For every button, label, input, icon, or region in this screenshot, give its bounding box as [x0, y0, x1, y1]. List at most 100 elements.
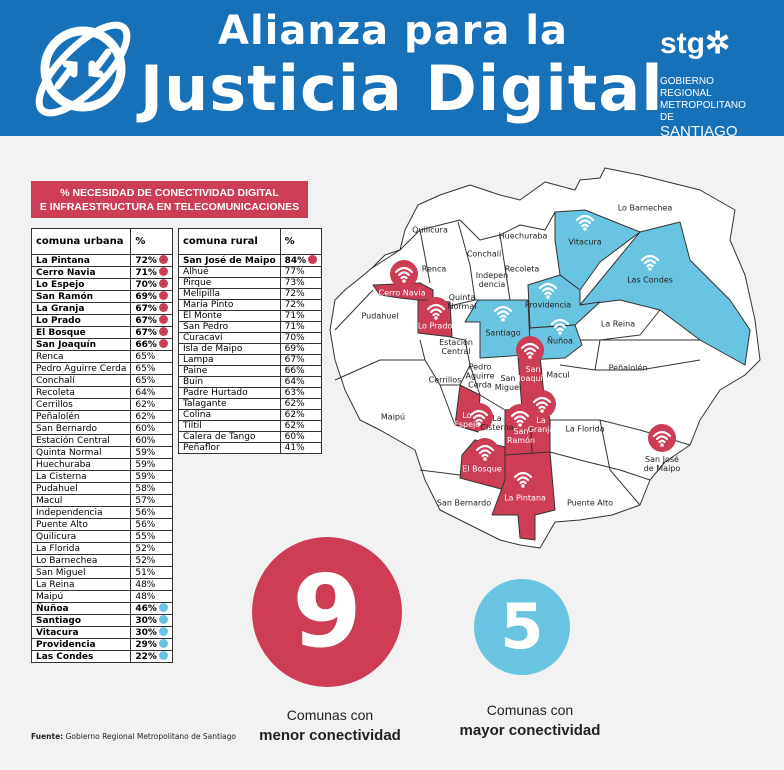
wifi-icon [469, 409, 489, 426]
map-label-huechuraba: Huechuraba [498, 231, 548, 241]
wifi-pin-icon [471, 438, 499, 466]
percentage: 77% [279, 266, 323, 278]
wifi-icon [520, 342, 540, 359]
map-label-lo-barnechea: Lo Barnechea [617, 203, 673, 213]
wifi-pin-icon [516, 336, 544, 364]
map-label-pudahuel: Pudahuel [361, 311, 399, 321]
percentage-value: 65% [135, 363, 156, 374]
map-label-nunoa: Ñuñoa [547, 336, 573, 346]
low-caption-line-1: Comunas con [286, 707, 374, 723]
percentage: 41% [279, 442, 323, 454]
percentage-value: 67% [284, 355, 305, 365]
wifi-pin-icon [534, 276, 562, 304]
wifi-pin-icon [528, 390, 556, 418]
percentage-value: 59% [135, 459, 156, 470]
source-text: Gobierno Regional Metropolitano de Santi… [63, 732, 236, 741]
percentage-value: 41% [284, 443, 305, 453]
low-caption-line-2: menor conectividad [259, 727, 401, 744]
map-label-la-granja: La Granja [527, 416, 555, 434]
map-label-santiago: Santiago [485, 328, 521, 338]
map-label-lo-prado: Lo Prado [417, 321, 453, 331]
percentage-value: 60% [135, 423, 156, 434]
map-label-estacion-central: Estación Central [439, 338, 473, 356]
table-row: San Ramón 69% [30, 290, 173, 303]
wifi-pin-icon [648, 424, 676, 452]
wifi-icon [394, 266, 414, 283]
status-dot-icon [158, 267, 168, 276]
percentage-value: 70% [135, 280, 157, 290]
map-label-san-joaquin: San Joaquín [518, 365, 548, 383]
low-connectivity-caption: Comunas con menor conectividad [250, 705, 410, 746]
percentage-value: 57% [135, 495, 156, 506]
map-label-cerrillos: Cerrillos [428, 375, 462, 385]
table-row: Vitacura 30% [30, 626, 173, 639]
logo-line-3: SANTIAGO [660, 123, 738, 140]
source-note: Fuente: Gobierno Regional Metropolitano … [31, 732, 236, 741]
wifi-pin-icon [636, 248, 664, 276]
map-label-la-reina: La Reina [600, 319, 636, 329]
percentage-value: 65% [135, 375, 156, 386]
percentage-value: 58% [135, 483, 156, 494]
percentage-value: 56% [135, 519, 156, 530]
table-row: Cerrillos 62% [30, 398, 173, 411]
percentage-value: 60% [284, 432, 305, 442]
map-label-penalolen: Peñalolén [608, 363, 648, 373]
table-row: Estación Central 60% [30, 434, 173, 447]
wifi-pin-icon [571, 208, 599, 236]
table-row: San José de Maipo 84% [178, 254, 323, 267]
wifi-icon [652, 430, 672, 447]
wifi-icon [532, 396, 552, 413]
map-label-cerro-navia: Cerro Navia [378, 288, 426, 298]
map-label-la-pintana: La Pintana [504, 493, 546, 503]
wifi-icon [575, 214, 595, 231]
logo-line-1: GOBIERNO REGIONAL [660, 76, 714, 99]
percentage-value: 48% [135, 591, 156, 602]
table-row: Melipilla 72% [178, 288, 323, 300]
map-label-vitacura: Vitacura [568, 237, 602, 247]
percentage-value: 67% [135, 316, 157, 326]
percentage-value: 64% [135, 387, 156, 398]
map-label-el-bosque: El Bosque [462, 464, 502, 474]
percentage-value: 64% [284, 377, 305, 387]
table-row: Lo Prado 67% [30, 314, 173, 327]
percentage-value: 62% [284, 421, 305, 431]
percentage-value: 60% [135, 435, 156, 446]
percentage-value: 66% [135, 340, 157, 350]
wifi-icon [510, 410, 530, 427]
wifi-icon [493, 305, 513, 322]
table-row: La Granja 67% [30, 302, 173, 315]
percentage-value: 52% [135, 543, 156, 554]
percentage-value: 65% [135, 351, 156, 362]
status-dot-icon [308, 255, 318, 264]
map-label-macul: Macul [546, 370, 570, 380]
percentage-value: 67% [135, 304, 157, 314]
percentage-value: 55% [135, 531, 156, 542]
logo-line-2: METROPOLITANO DE [660, 100, 746, 123]
stg-logo-subtitle: GOBIERNO REGIONAL METROPOLITANO DE SANTI… [660, 76, 760, 140]
high-caption-line-1: Comunas con [486, 702, 574, 718]
wifi-pin-icon [465, 403, 493, 431]
percentage: 67% [130, 302, 173, 315]
percentage-value: 59% [135, 471, 156, 482]
percentage-value: 71% [284, 311, 305, 321]
table-row: Isla de Maipo 69% [178, 343, 323, 355]
percentage-value: 63% [284, 388, 305, 398]
table-row: La Reina 48% [30, 578, 173, 591]
percentage: 60% [130, 434, 173, 447]
table-row: Las Condes 22% [30, 650, 173, 663]
map-label-la-florida: La Florida [565, 424, 605, 434]
banner-line-1: % NECESIDAD DE CONECTIVIDAD DIGITAL [60, 187, 279, 199]
wifi-icon [550, 318, 570, 335]
map-region-la-pintana [491, 451, 556, 541]
percentage-value: 30% [135, 628, 157, 638]
map-label-las-condes: Las Condes [627, 275, 673, 285]
percentage-value: 73% [284, 278, 305, 288]
table-row: El Monte 71% [178, 310, 323, 322]
status-dot-icon [158, 603, 168, 612]
comuna-name: Melipilla [178, 288, 281, 300]
percentage: 66% [130, 338, 173, 351]
status-dot-icon [158, 279, 168, 288]
map-label-lo-espejo: Lo Espejo [453, 411, 481, 429]
globe-arrows-logo-icon [35, 21, 131, 117]
